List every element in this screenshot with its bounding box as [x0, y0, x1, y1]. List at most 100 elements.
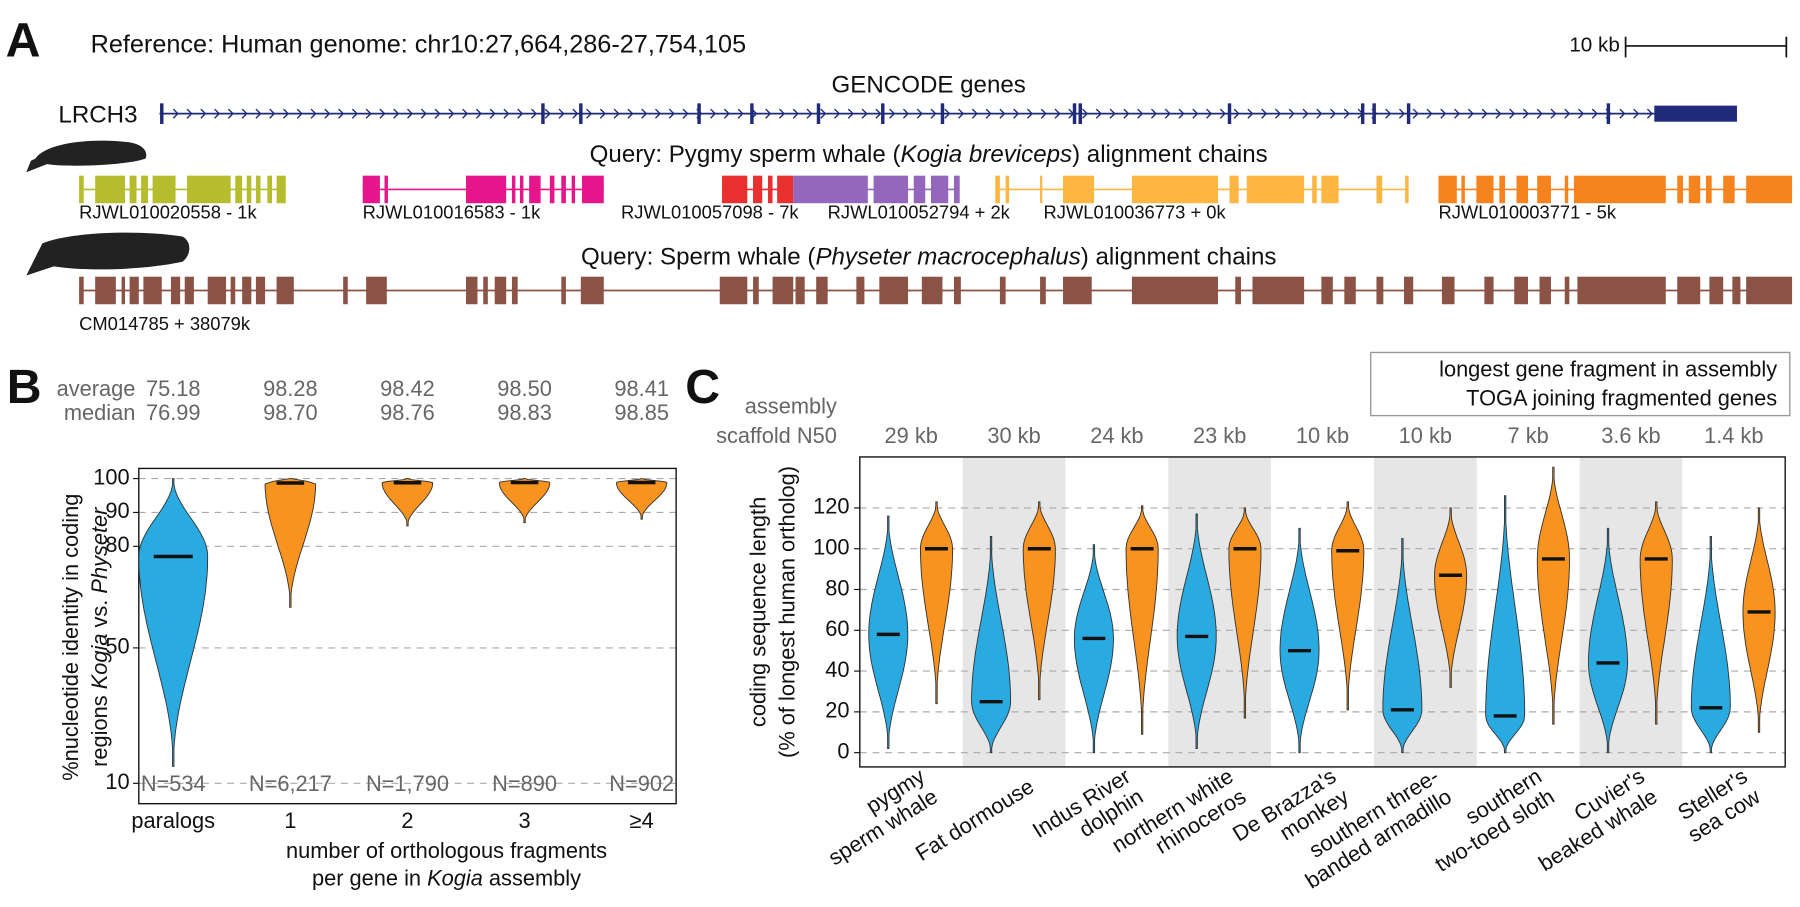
query-title-part: ) alignment chains [1081, 244, 1277, 271]
chain-block [753, 276, 759, 305]
chain-block [719, 276, 748, 305]
violin [919, 501, 954, 705]
strand-arrow [1343, 108, 1350, 119]
violin [1125, 505, 1159, 735]
chain-block [777, 175, 794, 204]
chain-block [255, 175, 261, 204]
chain-block [1564, 276, 1570, 305]
chain-block [230, 276, 236, 305]
x-tick-label: 3 [519, 808, 531, 833]
gene-name: LRCH3 [58, 101, 137, 128]
strand-arrow [269, 108, 276, 119]
strand-arrow [654, 108, 662, 119]
chain-block [953, 276, 961, 305]
chain-block [1564, 175, 1569, 204]
strand-arrow [1233, 108, 1240, 119]
strand-arrow [1219, 108, 1226, 119]
strand-arrow [930, 108, 937, 119]
stat-value: 98.76 [380, 400, 435, 425]
chain-block [1252, 276, 1305, 305]
n-label: N=534 [141, 771, 206, 796]
chain-block [1677, 175, 1684, 204]
chain-block [1131, 175, 1219, 204]
chain-block [1688, 175, 1701, 204]
chain-block [1539, 276, 1551, 305]
y-axis-label: coding sequence length [746, 497, 771, 727]
panel-letter: A [6, 13, 41, 67]
chain-block [1005, 175, 1010, 204]
strand-arrow [1646, 108, 1653, 119]
strand-arrow [503, 108, 510, 119]
chain-block [121, 276, 126, 305]
strand-arrow [393, 108, 400, 119]
x-tick-label: Steller'ssea cow [1670, 763, 1764, 847]
gene-exon [1078, 103, 1082, 124]
violin [1588, 527, 1629, 754]
strand-arrow [944, 108, 951, 119]
gene-exon [881, 103, 885, 124]
gene-exon [816, 103, 821, 124]
violin [1485, 495, 1526, 754]
y-tick-label: 10 [105, 769, 129, 794]
strand-arrow [1082, 108, 1089, 119]
strand-arrow [1330, 108, 1337, 119]
chain-block [1404, 276, 1414, 305]
n50-value: 30 kb [987, 423, 1040, 448]
chain-block [141, 175, 148, 204]
strand-arrow [1619, 108, 1626, 119]
chain-block [571, 175, 576, 204]
y-tick-label: 120 [813, 494, 849, 519]
x-axis-label-part: per gene in [312, 865, 427, 890]
strand-arrow [1192, 108, 1199, 119]
chain-block [1229, 175, 1239, 204]
chain-block [235, 175, 243, 204]
strand-arrow [875, 108, 882, 119]
gene-exon [1372, 103, 1376, 124]
strand-arrow [668, 108, 675, 119]
query-title: Query: Pygmy sperm whale (Kogia brevicep… [590, 142, 1268, 169]
chain-label: RJWL010057098 - 7k [621, 201, 799, 222]
violin [1279, 527, 1320, 754]
chain-block [1040, 276, 1046, 305]
chain-block [1746, 175, 1793, 204]
y-axis-label-part: %nucleotide identity in coding [58, 494, 83, 781]
strand-arrow [985, 108, 992, 119]
chain-block [793, 175, 868, 204]
y-axis-label-part: Physeter [87, 507, 112, 594]
strand-arrow [462, 108, 469, 119]
query-title-part: Kogia breviceps [901, 142, 1073, 169]
strand-arrow [1467, 108, 1474, 119]
strand-arrow [1054, 108, 1061, 119]
gene-exon [1360, 103, 1365, 124]
strand-arrow [958, 108, 965, 119]
y-tick-label: 50 [105, 634, 129, 659]
violin [264, 478, 317, 608]
stat-value: 98.83 [497, 400, 552, 425]
chain-block [95, 276, 116, 305]
y-axis-label-part: regions [87, 689, 112, 767]
n50-value: 23 kb [1193, 423, 1246, 448]
chain-block [1577, 276, 1666, 305]
strand-arrow [310, 108, 317, 119]
strand-arrow [1522, 108, 1529, 119]
n50-value: 10 kb [1296, 423, 1349, 448]
strand-arrow [338, 108, 345, 119]
chain-label: RJWL010052794 + 2k [828, 201, 1011, 222]
x-axis-label: per gene in Kogia assembly [312, 865, 581, 890]
chain-block [366, 276, 387, 305]
chain-block [187, 175, 231, 204]
stat-label: median [64, 400, 136, 425]
strand-arrow [682, 108, 689, 119]
x-tick-label: 1 [284, 808, 296, 833]
violin [1742, 507, 1776, 733]
gene-exon [579, 103, 583, 124]
chain-block [561, 276, 566, 305]
y-tick-label: 40 [825, 657, 849, 682]
chain-block [1438, 175, 1457, 204]
strand-arrow [1123, 108, 1130, 119]
chain-block [921, 276, 943, 305]
reference-label: Reference: Human genome: chr10:27,664,28… [91, 31, 747, 59]
chain-block [184, 276, 194, 305]
stat-label: average [57, 376, 136, 401]
